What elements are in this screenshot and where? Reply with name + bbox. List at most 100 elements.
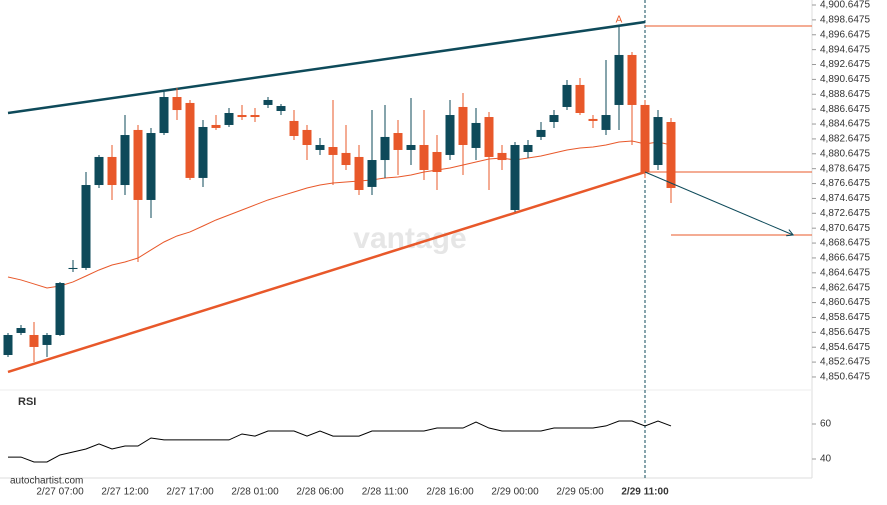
y-tick-label: 4,878.6475	[820, 163, 870, 174]
x-tick-label: 2/28 16:00	[426, 487, 474, 498]
candle-body	[354, 156, 364, 190]
candle-body	[471, 122, 481, 148]
y-tick-label: 4,894.6475	[820, 44, 870, 55]
candle-body	[484, 117, 494, 157]
y-tick-label: 4,890.6475	[820, 74, 870, 85]
candle-body	[601, 115, 611, 130]
candle-body	[81, 185, 91, 268]
candle-body	[107, 156, 117, 186]
y-tick-label: 4,866.6475	[820, 253, 870, 264]
source: autochartist.com	[10, 476, 83, 487]
y-tick-label: 4,870.6475	[820, 223, 870, 234]
candle-body	[211, 124, 221, 128]
candle-body	[406, 144, 416, 150]
x-tick-label: 2/28 06:00	[296, 487, 344, 498]
rsi-line	[8, 420, 672, 463]
rsi-tick-label: 60	[820, 419, 832, 430]
candle-body	[419, 144, 429, 170]
y-tick-label: 4,862.6475	[820, 282, 870, 293]
y-tick-label: 4,876.6475	[820, 178, 870, 189]
x-tick-label: 2/27 12:00	[101, 487, 149, 498]
candle-body	[55, 282, 65, 335]
candle-body	[523, 144, 533, 152]
candle-body	[575, 84, 585, 114]
candle-body	[159, 97, 169, 134]
candle-body	[94, 156, 104, 186]
y-tick-label: 4,852.6475	[820, 357, 870, 368]
candle-body	[16, 327, 26, 333]
candle-body	[29, 334, 39, 347]
candle-body	[68, 267, 78, 270]
candle-body	[289, 120, 299, 136]
candle-body	[614, 54, 624, 105]
y-tick-label: 4,892.6475	[820, 59, 870, 70]
support-line	[7, 170, 646, 374]
y-tick-label: 4,886.6475	[820, 104, 870, 115]
candle-body	[341, 152, 351, 166]
candle-body	[172, 97, 182, 111]
x-tick-label: 2/29 00:00	[491, 487, 539, 498]
y-tick-label: 4,850.6475	[820, 372, 870, 383]
candle-body	[146, 133, 156, 200]
candle-body	[263, 99, 273, 105]
y-tick-label: 4,860.6475	[820, 297, 870, 308]
candle-body	[627, 54, 637, 105]
y-tick-label: 4,858.6475	[820, 312, 870, 323]
candle-body	[250, 115, 260, 118]
candle-body	[380, 136, 390, 161]
y-tick-label: 4,888.6475	[820, 89, 870, 100]
resistance-line	[7, 20, 646, 115]
candle-body	[666, 122, 676, 188]
y-tick-label: 4,884.6475	[820, 119, 870, 130]
candle-body	[536, 129, 546, 137]
y-tick-label: 4,874.6475	[820, 193, 870, 204]
arrow-head	[786, 229, 795, 237]
rsi-label: RSI	[18, 396, 36, 408]
candle-body	[549, 115, 559, 123]
candle-body	[120, 135, 130, 186]
candle-body	[133, 129, 143, 200]
candle-body	[640, 104, 650, 172]
x-tick-label: 2/29 11:00	[621, 487, 669, 498]
y-tick-label: 4,898.6475	[820, 15, 870, 26]
y-tick-label: 4,900.6475	[820, 0, 870, 11]
candle-body	[328, 147, 338, 155]
candle-body	[315, 144, 325, 150]
candle-body	[198, 126, 208, 178]
candle-body	[185, 102, 195, 178]
forecast-arrow	[644, 171, 794, 236]
moving-average	[7, 140, 672, 289]
y-tick-label: 4,896.6475	[820, 29, 870, 40]
candle-body	[445, 115, 455, 155]
candle-body	[562, 84, 572, 107]
y-tick-label: 4,872.6475	[820, 208, 870, 219]
candle-body	[302, 129, 312, 145]
x-tick-label: 2/29 05:00	[556, 487, 604, 498]
y-tick-label: 4,864.6475	[820, 267, 870, 278]
x-tick-label: 2/28 11:00	[362, 487, 409, 498]
candle-body	[510, 144, 520, 211]
x-tick-label: 2/27 17:00	[166, 487, 214, 498]
x-tick-label: 2/28 01:00	[231, 487, 279, 498]
candle-body	[432, 151, 442, 172]
annotation: A	[616, 15, 623, 26]
candle-body	[42, 334, 52, 345]
y-tick-label: 4,856.6475	[820, 327, 870, 338]
watermark: vantage	[353, 222, 466, 255]
y-tick-label: 4,882.6475	[820, 134, 870, 145]
y-tick-label: 4,880.6475	[820, 148, 870, 159]
candle-body	[367, 160, 377, 187]
candle-body	[458, 106, 468, 145]
candle-body	[653, 117, 663, 166]
candle-body	[497, 152, 507, 161]
candle-body	[3, 334, 13, 356]
candle-body	[276, 106, 286, 111]
rsi-tick-label: 40	[820, 454, 832, 465]
y-tick-label: 4,868.6475	[820, 238, 870, 249]
x-tick-label: 2/27 07:00	[36, 487, 84, 498]
candle-body	[588, 118, 598, 121]
y-tick-label: 4,854.6475	[820, 342, 870, 353]
candle-body	[224, 113, 234, 125]
candle-body	[237, 115, 247, 118]
